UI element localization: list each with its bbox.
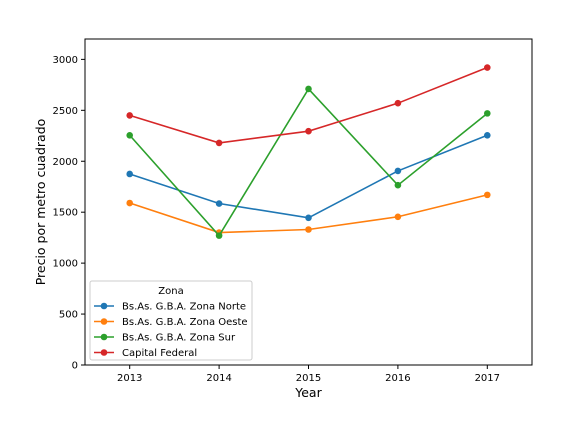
data-point: [215, 139, 223, 147]
data-point: [305, 226, 312, 233]
ticks-layer: 0 500 1000 1500 2000 2500 3000 2013 2014 2015 2016…: [53, 55, 500, 384]
legend-label: Capital Federal: [122, 348, 197, 359]
legend-swatch-marker: [100, 333, 108, 341]
data-point: [394, 181, 402, 189]
series-3: [126, 64, 491, 147]
data-point: [305, 127, 312, 135]
plot-area-frame: [84, 38, 533, 366]
y-tick-label: 1500: [53, 208, 78, 219]
series-2: [126, 85, 491, 239]
legend-swatch-marker: [100, 349, 108, 356]
series-1: [126, 191, 491, 236]
y-tick-label: 0: [72, 361, 78, 372]
legend-swatch-marker: [100, 302, 108, 310]
data-point: [215, 232, 223, 239]
data-point: [484, 131, 491, 139]
series-line: [129, 87, 488, 237]
data-point: [126, 131, 133, 139]
series-layer: [126, 64, 491, 239]
data-point: [484, 64, 491, 71]
data-point: [305, 85, 312, 93]
data-point: [215, 200, 223, 207]
data-point: [305, 214, 312, 222]
legend-swatch-marker: [100, 318, 108, 325]
data-point: [394, 167, 402, 175]
legend-box: [89, 280, 253, 361]
y-axis-label: Precio por metro cuadrado: [33, 119, 48, 286]
series-line: [129, 134, 488, 219]
x-tick-label: 2016: [385, 373, 410, 384]
data-point: [484, 110, 491, 117]
x-tick-label: 2017: [475, 373, 500, 384]
x-tick-label: 2013: [117, 373, 142, 384]
legend: Zona Bs.As. G.B.A. Zona Norte Bs.As. G.B.A…: [89, 280, 253, 361]
legend-label: Bs.As. G.B.A. Zona Norte: [122, 302, 246, 313]
data-point: [394, 213, 402, 221]
data-point: [126, 199, 133, 207]
y-tick-label: 2000: [53, 157, 78, 168]
data-point: [394, 99, 402, 107]
legend-title: Zona: [158, 286, 183, 297]
data-point: [126, 112, 133, 119]
x-axis-label: Year: [294, 385, 322, 400]
data-point: [484, 191, 491, 199]
y-tick-label: 500: [59, 310, 78, 321]
x-tick-label: 2015: [296, 373, 321, 384]
data-point: [126, 170, 133, 178]
legend-label: Bs.As. G.B.A. Zona Oeste: [122, 317, 248, 328]
y-tick-label: 2500: [53, 106, 78, 117]
y-tick-label: 1000: [53, 259, 78, 270]
x-tick-label: 2014: [206, 373, 231, 384]
y-tick-label: 3000: [53, 55, 78, 66]
legend-label: Bs.As. G.B.A. Zona Sur: [122, 333, 236, 344]
series-0: [126, 131, 491, 222]
